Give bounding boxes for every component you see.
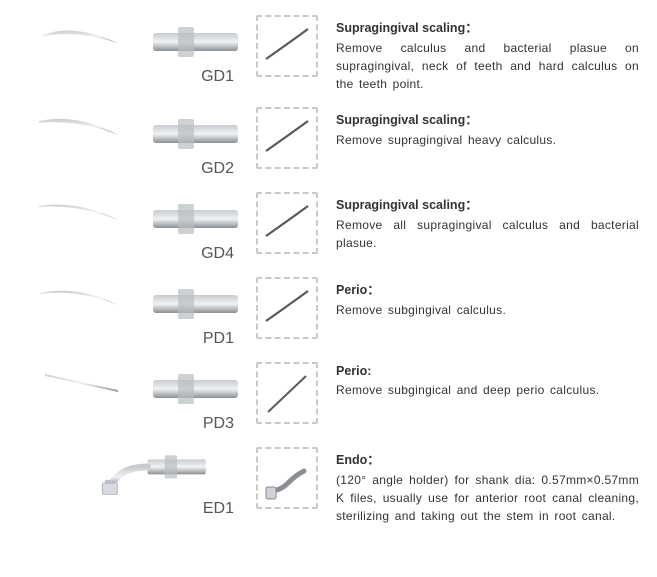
tool-illustration bbox=[33, 362, 238, 413]
description-title: Supragingival scaling： bbox=[336, 17, 639, 36]
product-code: GD1 bbox=[201, 68, 234, 86]
product-code: GD2 bbox=[201, 160, 234, 178]
product-row-gd2: GD2 Supragingival scaling： Remove suprag… bbox=[18, 107, 639, 178]
description-col: Perio： Remove subgingival calculus. bbox=[336, 277, 639, 319]
tip-thumbnail bbox=[256, 192, 318, 254]
product-row-ed1: ED1 Endo： (120° angle holder) for shank … bbox=[18, 447, 639, 525]
product-code: GD4 bbox=[201, 245, 234, 263]
tool-illustration-col: PD3 bbox=[18, 362, 238, 433]
tip-thumbnail bbox=[256, 277, 318, 339]
description-col: Endo： (120° angle holder) for shank dia:… bbox=[336, 447, 639, 525]
description-col: Supragingival scaling： Remove all suprag… bbox=[336, 192, 639, 252]
description-body: Remove subgingical and deep perio calcul… bbox=[336, 381, 639, 399]
tool-illustration bbox=[33, 277, 238, 328]
description-title: Supragingival scaling： bbox=[336, 109, 639, 128]
tool-illustration-col: ED1 bbox=[18, 447, 238, 518]
tip-thumbnail bbox=[256, 107, 318, 169]
description-body: (120° angle holder) for shank dia: 0.57m… bbox=[336, 471, 639, 525]
product-row-gd1: GD1 Supragingival scaling： Remove calcul… bbox=[18, 15, 639, 93]
tool-illustration-col: PD1 bbox=[18, 277, 238, 348]
description-col: Perio: Remove subgingical and deep perio… bbox=[336, 362, 639, 399]
description-body: Remove subgingival calculus. bbox=[336, 301, 639, 319]
description-title: Perio: bbox=[336, 364, 639, 378]
description-title: Supragingival scaling： bbox=[336, 194, 639, 213]
tool-illustration bbox=[33, 15, 238, 66]
description-body: Remove supragingival heavy calculus. bbox=[336, 131, 639, 149]
description-col: Supragingival scaling： Remove supragingi… bbox=[336, 107, 639, 149]
tip-thumbnail bbox=[256, 15, 318, 77]
tool-illustration bbox=[33, 192, 238, 243]
tool-illustration bbox=[33, 107, 238, 158]
product-code: PD3 bbox=[203, 415, 234, 433]
description-body: Remove calculus and bacterial plasue on … bbox=[336, 39, 639, 93]
tool-illustration bbox=[33, 447, 238, 498]
description-col: Supragingival scaling： Remove calculus a… bbox=[336, 15, 639, 93]
product-code: ED1 bbox=[203, 500, 234, 518]
tip-thumbnail bbox=[256, 447, 318, 509]
product-code: PD1 bbox=[203, 330, 234, 348]
product-row-pd1: PD1 Perio： Remove subgingival calculus. bbox=[18, 277, 639, 348]
description-title: Perio： bbox=[336, 279, 639, 298]
tool-illustration-col: GD1 bbox=[18, 15, 238, 86]
description-body: Remove all supragingival calculus and ba… bbox=[336, 216, 639, 252]
tool-illustration-col: GD4 bbox=[18, 192, 238, 263]
product-row-pd3: PD3 Perio: Remove subgingical and deep p… bbox=[18, 362, 639, 433]
description-title: Endo： bbox=[336, 449, 639, 468]
product-row-gd4: GD4 Supragingival scaling： Remove all su… bbox=[18, 192, 639, 263]
tip-thumbnail bbox=[256, 362, 318, 424]
tool-illustration-col: GD2 bbox=[18, 107, 238, 178]
